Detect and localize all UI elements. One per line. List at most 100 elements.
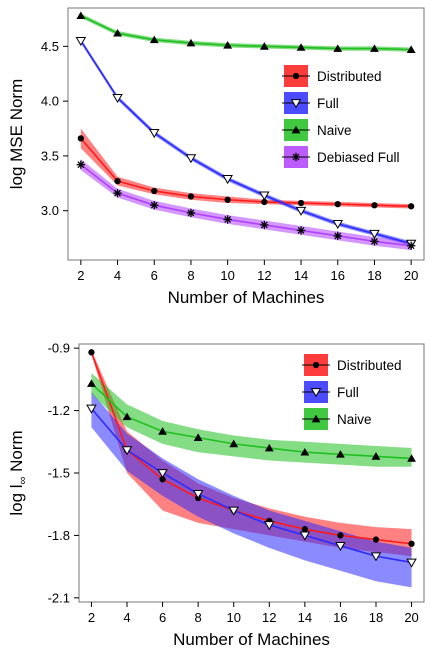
x-tick-label: 18 — [369, 610, 383, 625]
x-tick-label: 10 — [220, 268, 234, 283]
y-tick-label: 3.5 — [41, 148, 59, 163]
point-distributed — [261, 198, 268, 206]
line-naive — [90, 382, 412, 460]
legend-marker — [292, 72, 300, 80]
point-full — [148, 129, 160, 139]
point-naive — [336, 450, 345, 458]
legend-label: Full — [317, 96, 339, 111]
line-distributed — [90, 352, 412, 545]
y-tick-label: -2.1 — [48, 590, 70, 605]
band-distributed — [91, 350, 412, 557]
legend-label: Distributed — [317, 69, 382, 84]
x-tick-label: 8 — [187, 268, 194, 283]
point-distributed — [334, 200, 341, 208]
legend-label: Debiased Full — [317, 150, 400, 165]
point-full — [295, 206, 307, 216]
legend-label: Naive — [337, 412, 372, 427]
line-naive — [80, 14, 412, 51]
point-distributed — [114, 177, 121, 185]
point-naive — [333, 44, 343, 52]
point-debiased-full — [113, 188, 122, 198]
point-debiased-full — [333, 231, 342, 241]
point-debiased-full — [223, 215, 232, 224]
point-distributed — [408, 540, 415, 547]
band-naive — [80, 13, 412, 52]
y-tick-label: -0.9 — [48, 341, 70, 356]
point-full — [264, 521, 275, 531]
point-naive — [229, 439, 239, 448]
point-full — [157, 469, 168, 479]
point-full — [185, 154, 197, 164]
point-full — [112, 93, 123, 104]
point-debiased-full — [370, 237, 379, 246]
x-tick-label: 16 — [333, 610, 347, 625]
legend: Distributed Full Naive — [302, 354, 402, 430]
x-tick-label: 12 — [257, 268, 271, 283]
point-debiased-full — [150, 201, 159, 210]
x-axis-label: Number of Machines — [173, 630, 330, 649]
y-tick-label: 4.0 — [41, 94, 59, 109]
point-distributed — [408, 203, 415, 210]
point-full — [259, 191, 270, 201]
legend-item-distributed: Distributed — [302, 354, 402, 376]
legend-item-distributed: Distributed — [282, 65, 382, 87]
chart-panel-2: 2 4 6 8 10 12 14 16 18 20 -2.1 -1.8 -1.5 -1.2 -0.9 Numb… — [7, 341, 425, 649]
legend-marker — [290, 99, 302, 109]
x-tick-label: 4 — [123, 610, 130, 625]
line-full — [90, 407, 412, 564]
point-debiased-full — [186, 208, 196, 218]
point-naive — [158, 427, 167, 435]
point-naive — [193, 433, 203, 441]
line-full — [80, 40, 412, 245]
point-naive — [87, 379, 96, 387]
point-distributed — [187, 193, 195, 200]
point-debiased-full — [260, 220, 269, 230]
point-distributed — [159, 476, 166, 483]
point-full — [228, 506, 239, 516]
x-axis-label: Number of Machines — [168, 288, 325, 307]
x-tick-label: 20 — [404, 268, 418, 283]
point-distributed — [301, 526, 309, 533]
legend-marker — [310, 388, 322, 398]
point-full — [406, 558, 417, 568]
y-tick-label: -1.2 — [48, 403, 70, 418]
legend-marker — [312, 361, 320, 369]
chart-panel-1: 2 4 6 8 10 12 14 16 18 20 3.0 3.5 4.0 4.5 Number of Ma… — [7, 7, 425, 307]
point-naive — [113, 29, 122, 37]
legend-item-naive: Naive — [282, 119, 352, 141]
x-tick-label: 2 — [88, 610, 95, 625]
point-full — [75, 37, 87, 47]
band-full — [91, 391, 412, 588]
y-tick-label: 4.5 — [41, 39, 59, 54]
y-tick-label: 3.0 — [41, 203, 59, 218]
point-naive — [264, 443, 274, 452]
point-full — [335, 541, 346, 552]
point-naive — [371, 452, 381, 460]
point-naive — [407, 454, 416, 462]
point-distributed — [224, 196, 231, 203]
legend-label: Full — [337, 385, 359, 400]
line-debiased-full — [80, 164, 412, 247]
point-naive — [76, 11, 86, 20]
legend-item-debiased-full: Debiased Full — [282, 146, 400, 168]
x-tick-label: 8 — [195, 610, 202, 625]
point-naive — [370, 44, 379, 52]
point-distributed — [88, 349, 95, 356]
y-axis-label: log l∞ Norm — [7, 430, 29, 515]
y-tick-label: -1.5 — [48, 466, 70, 481]
point-full — [222, 175, 233, 185]
point-naive — [223, 41, 233, 49]
legend-marker — [291, 152, 301, 162]
point-naive — [122, 412, 132, 421]
x-tick-label: 4 — [114, 268, 121, 283]
x-tick-label: 20 — [404, 610, 418, 625]
band-naive — [91, 373, 412, 467]
point-naive — [149, 35, 159, 44]
x-tick-label: 18 — [367, 268, 381, 283]
point-distributed — [371, 202, 378, 209]
point-full — [192, 489, 204, 499]
x-tick-label: 12 — [262, 610, 276, 625]
point-full — [369, 229, 380, 239]
x-tick-label: 14 — [298, 610, 312, 625]
